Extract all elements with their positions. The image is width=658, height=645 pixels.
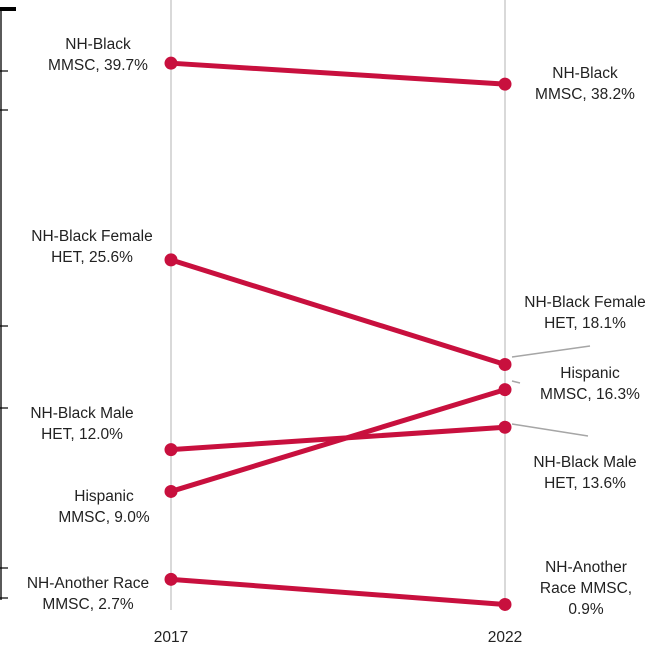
data-label-line: MMSC, 38.2%: [535, 86, 635, 103]
data-label-line: HET, 25.6%: [51, 249, 133, 266]
series-line-nhb_male_het: [168, 424, 508, 453]
series-line-nha_mmsc: [168, 576, 508, 607]
leader-lines: [511, 345, 591, 437]
series-points: [164, 56, 512, 611]
data-label-2022-hisp_mmsc: Hispanic MMSC, 16.3%: [540, 365, 640, 403]
data-label-line: NH-Another: [545, 559, 627, 576]
data-label-line: NH-Black: [65, 36, 131, 53]
data-label-line: MMSC, 16.3%: [540, 386, 640, 403]
point-2017-nhb_mmsc: [164, 56, 178, 70]
data-label-line: NH-Black Female: [31, 228, 152, 245]
data-label-line: MMSC, 39.7%: [48, 57, 148, 74]
data-label-line: Race MMSC,: [540, 580, 632, 597]
data-label-line: HET, 12.0%: [41, 426, 123, 443]
point-2022-nhb_female_het: [498, 358, 512, 372]
data-label-line: NH-Black Male: [533, 454, 636, 471]
x-tick-labels: 2017 2022: [154, 629, 522, 645]
point-2022-nhb_male_het: [498, 420, 512, 434]
data-label-2022-nhb_male_het: NH-Black Male HET, 13.6%: [533, 454, 636, 492]
data-label-line: HET, 13.6%: [544, 475, 626, 492]
vertical-guides: [170, 0, 506, 610]
data-label-line: NH-Black Male: [30, 405, 133, 422]
point-2022-nha_mmsc: [498, 597, 512, 611]
series-line-nhb_female_het: [168, 257, 508, 368]
leader-line-nhb_female_het: [511, 345, 591, 358]
data-label-2017-nha_mmsc: NH-Another Race MMSC, 2.7%: [27, 575, 149, 613]
point-2022-hisp_mmsc: [498, 383, 512, 397]
point-2017-nhb_female_het: [164, 253, 178, 267]
data-label-line: 0.9%: [568, 601, 604, 618]
x-tick-label-2022: 2022: [488, 629, 522, 645]
data-label-line: NH-Black: [552, 65, 618, 82]
data-label-line: MMSC, 9.0%: [58, 509, 150, 526]
data-label-2017-hisp_mmsc: Hispanic MMSC, 9.0%: [58, 488, 150, 526]
data-label-line: NH-Black Female: [524, 294, 645, 311]
data-label-line: NH-Another Race: [27, 575, 149, 592]
left-axis: [0, 7, 16, 600]
leader-line-hisp_mmsc: [511, 380, 521, 384]
data-label-2022-nha_mmsc: NH-Another Race MMSC, 0.9%: [540, 559, 632, 618]
point-2017-hisp_mmsc: [164, 484, 178, 498]
x-tick-label-2017: 2017: [154, 629, 188, 645]
data-label-line: Hispanic: [74, 488, 134, 505]
data-label-line: Hispanic: [560, 365, 620, 382]
data-label-2022-nhb_mmsc: NH-Black MMSC, 38.2%: [535, 65, 635, 103]
data-label-2017-nhb_mmsc: NH-Black MMSC, 39.7%: [48, 36, 148, 74]
data-labels: NH-Black MMSC, 39.7% NH-Black MMSC, 38.2%NH…: [27, 36, 646, 618]
series-line-nhb_mmsc: [168, 60, 508, 87]
point-2017-nha_mmsc: [164, 572, 178, 586]
data-label-2022-nhb_female_het: NH-Black Female HET, 18.1%: [524, 294, 645, 332]
data-label-2017-nhb_female_het: NH-Black Female HET, 25.6%: [31, 228, 152, 266]
data-label-line: MMSC, 2.7%: [42, 596, 134, 613]
data-label-line: HET, 18.1%: [544, 315, 626, 332]
point-2017-nhb_male_het: [164, 443, 178, 457]
leader-line-nhb_male_het: [511, 423, 589, 437]
data-label-2017-nhb_male_het: NH-Black Male HET, 12.0%: [30, 405, 133, 443]
left-axis-cap: [0, 7, 16, 11]
point-2022-nhb_mmsc: [498, 77, 512, 91]
series-lines: [168, 60, 508, 607]
